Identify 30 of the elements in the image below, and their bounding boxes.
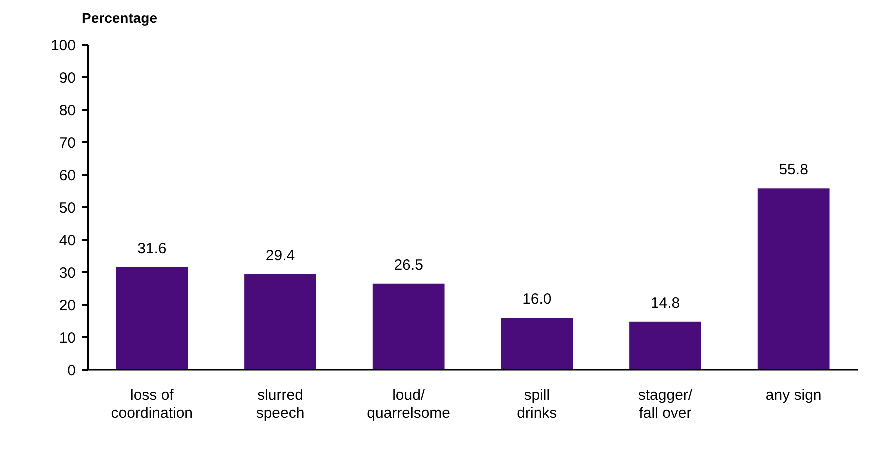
data-label: 16.0 (522, 291, 552, 308)
x-tick-label: slurred speech (256, 387, 305, 422)
bar (244, 274, 316, 370)
y-tick-label: 30 (59, 264, 76, 282)
x-tick-label: stagger/ fall over (638, 387, 694, 422)
y-tick-label: 50 (59, 200, 76, 217)
bar (116, 267, 188, 370)
bar (758, 188, 830, 370)
bar (372, 284, 445, 370)
data-label: 14.8 (650, 294, 680, 312)
x-tick-label: any sign (766, 387, 822, 404)
data-label: 55.8 (779, 162, 808, 179)
y-tick-label: 60 (59, 167, 76, 184)
data-label: 29.4 (266, 247, 296, 264)
x-tick-label: loud/ quarrelsome (367, 387, 451, 422)
y-tick-label: 10 (59, 330, 76, 347)
bar (501, 318, 574, 370)
y-tick-label: 80 (59, 102, 76, 120)
y-axis-title: Percentage (82, 10, 158, 26)
y-tick-label: 90 (59, 70, 76, 87)
y-tick-label: 100 (50, 37, 76, 54)
data-label: 31.6 (138, 240, 167, 258)
bar (630, 322, 702, 370)
x-tick-label: loss of coordination (111, 387, 194, 422)
y-tick-label: 40 (59, 232, 76, 250)
data-label: 26.5 (394, 256, 424, 274)
y-tick-label: 0 (68, 362, 76, 380)
y-tick-label: 70 (59, 134, 76, 152)
x-tick-label: spill drinks (517, 387, 558, 422)
y-tick-label: 20 (59, 297, 76, 314)
